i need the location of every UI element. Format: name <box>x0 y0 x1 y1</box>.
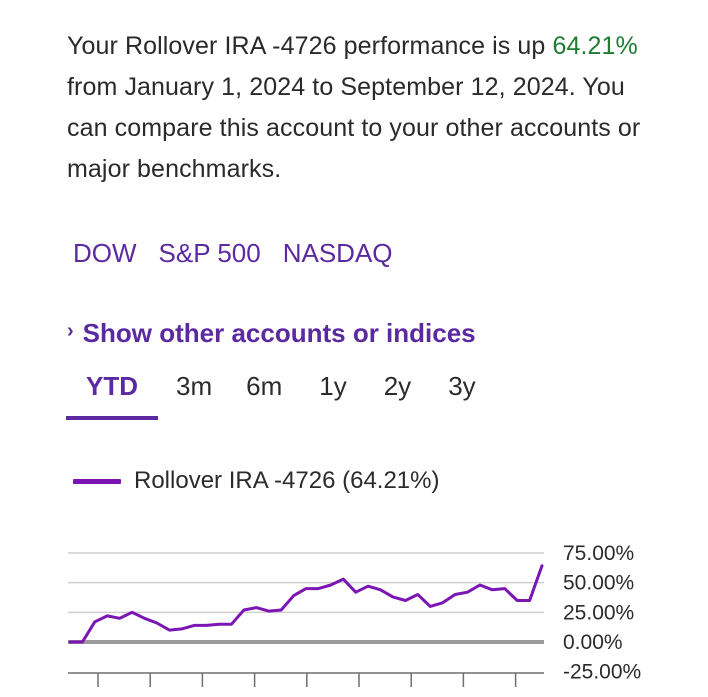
benchmark-dow-link[interactable]: DOW <box>73 238 137 268</box>
tab-6m[interactable]: 6m <box>246 371 283 401</box>
y-tick-label: 50.00% <box>563 572 634 595</box>
benchmark-nasdaq-link[interactable]: NASDAQ <box>282 238 393 268</box>
chevron-right-icon: › <box>67 320 74 342</box>
chart-gridlines <box>68 552 544 644</box>
chart-legend: Rollover IRA -4726 (64.21%) <box>73 467 439 495</box>
summary-prefix: Your Rollover IRA -4726 performance is u… <box>67 32 546 60</box>
chart-y-axis: 75.00% 50.00% 25.00% 0.00% -25.00% <box>563 542 641 684</box>
chart-x-axis <box>68 672 544 687</box>
summary-suffix: from January 1, 2024 to September 12, 20… <box>67 73 641 183</box>
show-other-accounts-toggle[interactable]: › Show other accounts or indices <box>67 318 476 349</box>
legend-swatch <box>73 478 121 484</box>
y-tick-label: 0.00% <box>563 631 623 654</box>
tab-3y[interactable]: 3y <box>448 371 476 401</box>
show-other-label: Show other accounts or indices <box>82 318 476 348</box>
y-tick-label: -25.00% <box>563 661 641 684</box>
benchmark-links: DOW S&P 500 NASDAQ <box>73 238 393 269</box>
y-tick-label: 75.00% <box>563 542 634 565</box>
benchmark-sp500-link[interactable]: S&P 500 <box>158 238 261 268</box>
performance-chart: 75.00% 50.00% 25.00% 0.00% -25.00% <box>68 542 641 687</box>
tab-ytd[interactable]: YTD <box>66 368 158 420</box>
legend-label: Rollover IRA -4726 (64.21%) <box>134 467 440 494</box>
performance-summary: Your Rollover IRA -4726 performance is u… <box>67 26 667 190</box>
tab-3m[interactable]: 3m <box>176 371 213 401</box>
series-line <box>68 564 544 644</box>
time-range-tabs: YTD 3m 6m 1y 2y 3y <box>66 368 476 420</box>
tab-2y[interactable]: 2y <box>383 371 412 401</box>
chart-series <box>68 564 544 644</box>
performance-percent: 64.21% <box>552 32 638 60</box>
y-tick-label: 25.00% <box>563 601 634 624</box>
tab-1y[interactable]: 1y <box>319 371 347 401</box>
